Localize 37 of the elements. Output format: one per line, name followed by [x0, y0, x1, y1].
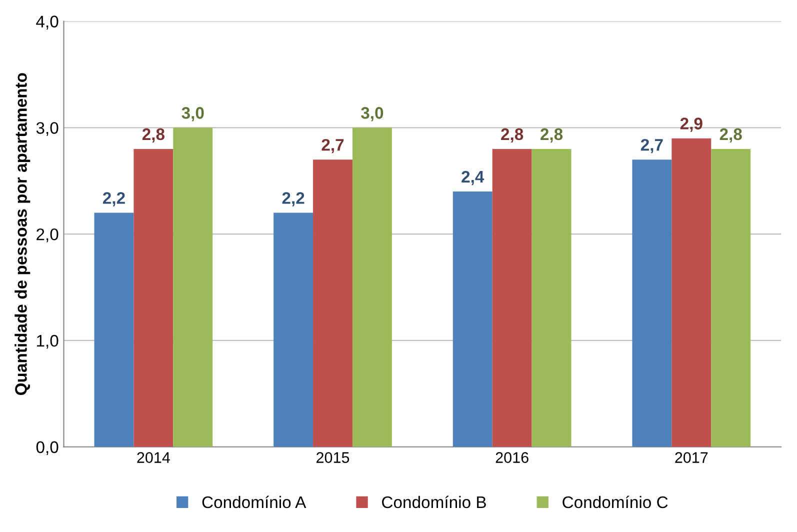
data-label: 2,8	[540, 128, 563, 143]
data-label: 2,2	[282, 192, 304, 206]
y-tick-label: 4,0	[36, 16, 58, 30]
bar	[173, 128, 213, 447]
bar	[492, 148, 532, 447]
bar	[94, 212, 134, 447]
y-tick-label: 0,0	[36, 441, 58, 456]
x-tick-label: 2017	[675, 452, 708, 463]
bar	[274, 212, 314, 447]
bar	[134, 148, 174, 447]
bar	[352, 128, 392, 447]
data-label: 2,8	[142, 128, 164, 143]
legend-label: Condomínio B	[382, 496, 486, 508]
bar	[532, 148, 572, 447]
data-label: 2,8	[501, 128, 524, 143]
bar	[711, 148, 751, 447]
y-tick-label: 1,0	[37, 334, 58, 349]
data-label: 2,9	[680, 118, 702, 132]
x-tick-label: 2016	[496, 452, 528, 463]
data-label: 2,8	[720, 128, 742, 143]
bar	[452, 192, 492, 447]
data-label: 3,0	[182, 107, 204, 122]
y-tick-label: 3,0	[36, 122, 58, 136]
legend-label: Condomínio C	[562, 496, 668, 508]
x-tick-label: 2015	[316, 452, 350, 463]
y-tick-label: 2,0	[36, 228, 58, 242]
bar	[672, 138, 712, 447]
data-label: 2,4	[462, 170, 484, 186]
data-label: 3,0	[361, 107, 384, 122]
x-tick-label: 2014	[137, 452, 170, 463]
data-label: 2,2	[102, 192, 125, 206]
bar	[313, 160, 352, 447]
data-label: 2,7	[640, 138, 663, 154]
data-label: 2,7	[322, 138, 344, 154]
y-axis-title: Quantidade de pessoas por apartamento	[14, 73, 30, 395]
bar	[632, 160, 672, 447]
legend-label: Condomínio A	[202, 496, 306, 508]
